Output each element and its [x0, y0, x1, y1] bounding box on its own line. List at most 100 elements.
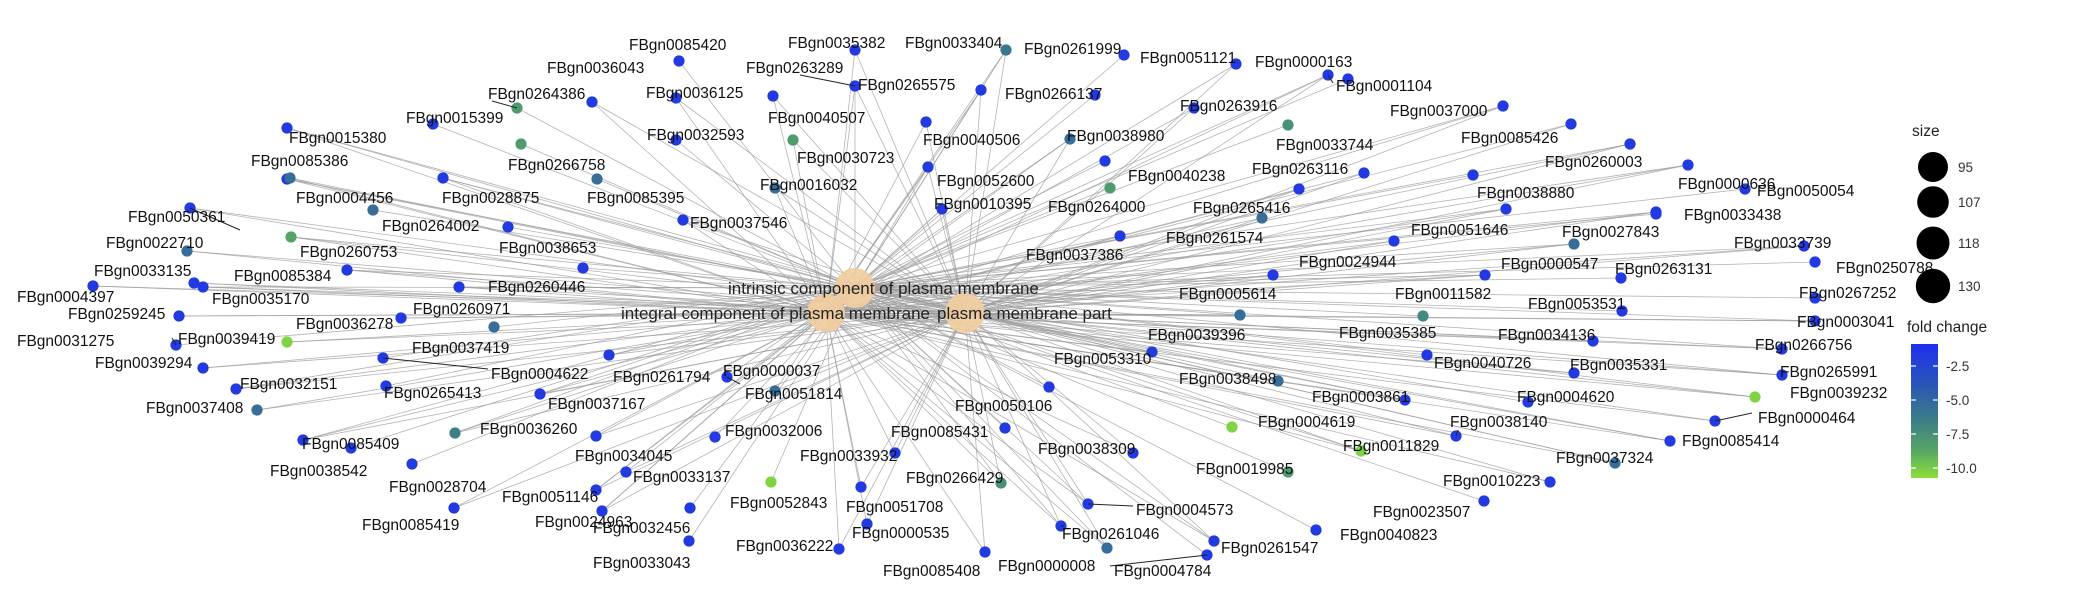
gene-nodes [87, 44, 1821, 561]
gene-node [1565, 118, 1577, 130]
network-edge [964, 312, 1671, 442]
gene-label: FBgn0263289 [746, 60, 843, 77]
gene-label: FBgn0037000 [1390, 103, 1488, 120]
gene-label: FBgn0033043 [593, 555, 690, 572]
gene-label: FBgn0085409 [302, 436, 399, 453]
network-edge [854, 188, 1746, 289]
size-legend-item: 95 [1918, 152, 1973, 182]
network-edge [964, 312, 1362, 452]
gene-label: FBgn0035382 [788, 35, 885, 52]
gene-node [1234, 309, 1246, 321]
gene-node [1749, 391, 1761, 403]
color-legend-tick-label: -2.5 [1946, 359, 1969, 374]
gene-label: FBgn0051121 [1140, 50, 1236, 67]
gene-node [1282, 119, 1294, 131]
network-edge [682, 219, 966, 314]
gene-node [596, 505, 608, 517]
gene-node [1682, 159, 1694, 171]
network-edge [854, 287, 1289, 473]
gene-node [1609, 457, 1621, 469]
gene-node [284, 172, 296, 184]
network-edge [601, 312, 827, 512]
network-edge [854, 274, 1486, 289]
gene-label: FBgn0000547 [1501, 256, 1598, 273]
gene-label: FBgn0261046 [1062, 526, 1159, 543]
gene-node [1615, 272, 1627, 284]
gene-label: FBgn0265575 [858, 77, 955, 94]
gene-node [437, 172, 449, 184]
gene-label: FBgn0032151 [240, 376, 337, 393]
gene-node [999, 422, 1011, 434]
network-edge [894, 312, 966, 454]
network-edge [400, 312, 966, 319]
gene-label: FBgn0085431 [891, 424, 988, 441]
network-edge [539, 287, 856, 395]
gene-node [591, 173, 603, 185]
gene-node [1399, 394, 1411, 406]
network-edge [854, 287, 1233, 428]
gene-node [590, 430, 602, 442]
gene-label: FBgn0003861 [1312, 389, 1409, 406]
network-edge [964, 74, 1329, 314]
network-edge [825, 312, 1089, 505]
network-edge [825, 123, 1572, 314]
network-edge [838, 312, 966, 550]
network-edge [539, 312, 827, 395]
size-legend-value: 130 [1958, 279, 1981, 294]
gene-node [1568, 238, 1580, 250]
network-edge [854, 105, 1504, 289]
network-edge [432, 123, 856, 289]
network-edge [453, 312, 966, 509]
gene-label: FBgn0038980 [1067, 128, 1165, 145]
gene-label: FBgn0030723 [797, 150, 894, 167]
label-leader-line [1109, 554, 1208, 567]
gene-node [449, 427, 461, 439]
gene-label: FBgn0260753 [300, 244, 397, 261]
network-edge [964, 312, 1716, 422]
gene-node [515, 138, 527, 150]
gene-node [1798, 240, 1810, 252]
network-edge [92, 285, 827, 314]
network-edge [964, 312, 1062, 527]
network-edge [682, 219, 827, 314]
gene-node [448, 502, 460, 514]
network-edge [596, 178, 856, 289]
gene-node [297, 434, 309, 446]
network-edge [854, 287, 1623, 312]
gene-node [995, 477, 1007, 489]
network-edge [825, 312, 1062, 527]
category-hubs [807, 268, 985, 333]
gene-label: FBgn0259245 [68, 306, 165, 323]
gene-node [395, 312, 407, 324]
network-edge [825, 312, 896, 454]
gene-label: FBgn0033137 [633, 469, 730, 486]
gene-label: FBgn0004619 [1258, 414, 1355, 431]
gene-label: FBgn0266756 [1755, 337, 1852, 354]
gene-label: FBgn0000037 [723, 363, 820, 380]
network-edge [854, 174, 1474, 289]
network-edge [825, 245, 1805, 314]
network-edge [964, 312, 1279, 382]
network-edge [411, 287, 856, 465]
network-edge [854, 261, 1816, 289]
gene-node [251, 404, 263, 416]
network-edge [454, 287, 856, 434]
gene-node [861, 518, 873, 530]
network-edge [290, 236, 856, 289]
network-edge [964, 123, 1572, 314]
gene-node [1267, 269, 1279, 281]
network-edge [678, 60, 856, 289]
gene-label: FBgn0033739 [1734, 235, 1831, 252]
gene-label: FBgn0050054 [1757, 183, 1855, 200]
network-edge [854, 164, 1689, 289]
gene-node [427, 118, 439, 130]
gene-node [1089, 89, 1101, 101]
network-edge [825, 312, 1783, 376]
gene-label: FBgn0004784 [1114, 563, 1212, 580]
gene-node [1282, 466, 1294, 478]
category-labels: intrinsic component of plasma membrane in… [621, 279, 1112, 323]
network-edge [202, 286, 827, 314]
label-leader-line [189, 207, 241, 231]
network-edge [372, 209, 856, 289]
gene-node [673, 55, 685, 67]
